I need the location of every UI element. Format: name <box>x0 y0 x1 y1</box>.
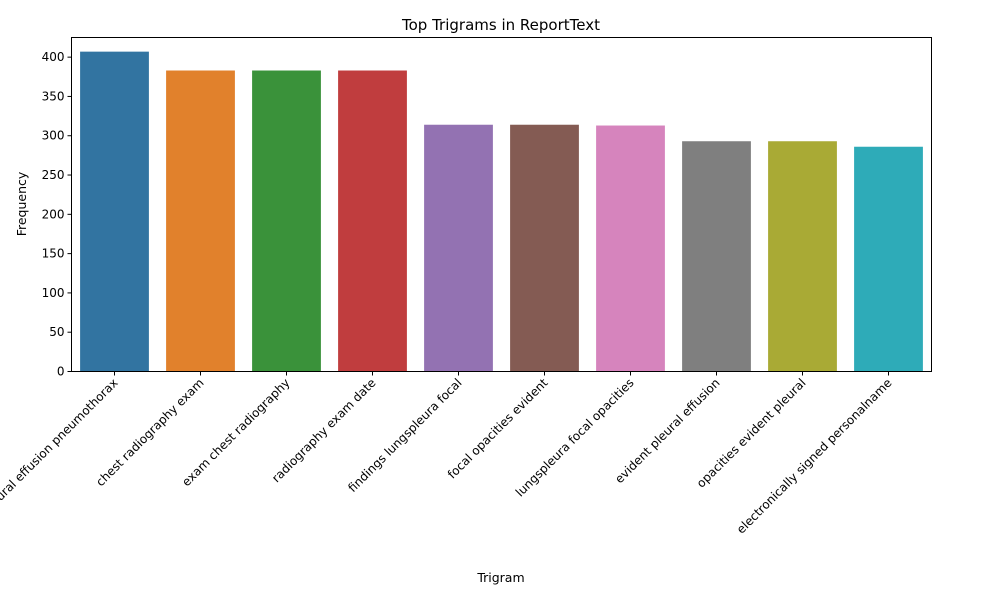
bar-1 <box>80 51 149 372</box>
y-tick-label: 50 <box>49 325 64 339</box>
bar-9 <box>768 141 837 372</box>
y-tick-label: 250 <box>42 168 65 182</box>
y-axis-ticks: 0 50 100 150 200 250 300 350 400 <box>42 50 72 379</box>
y-tick-label: 150 <box>42 247 65 261</box>
bar-7 <box>596 125 665 372</box>
y-tick-label: 300 <box>42 129 65 143</box>
x-tick-label: pleural effusion pneumothorax <box>0 376 121 517</box>
chart-title: Top Trigrams in ReportText <box>401 16 600 34</box>
bar-5 <box>424 124 493 372</box>
bars-group <box>80 51 923 372</box>
bar-8 <box>682 141 751 372</box>
bar-3 <box>252 70 321 372</box>
plot-frame <box>71 37 932 372</box>
x-axis-label: Trigram <box>476 570 524 585</box>
bar-4 <box>338 70 407 372</box>
y-tick-label: 200 <box>42 207 65 221</box>
bar-6 <box>510 124 579 372</box>
bar-10 <box>854 146 923 372</box>
y-tick-label: 350 <box>42 89 65 103</box>
y-tick-label: 0 <box>57 365 65 379</box>
bar-2 <box>166 70 235 372</box>
y-tick-label: 100 <box>42 286 65 300</box>
x-tick-label: focal opacities evident <box>445 376 551 482</box>
y-axis-label: Frequency <box>14 171 29 236</box>
y-tick-label: 400 <box>42 50 65 64</box>
x-tick-label: electronically signed personalname <box>734 376 895 537</box>
